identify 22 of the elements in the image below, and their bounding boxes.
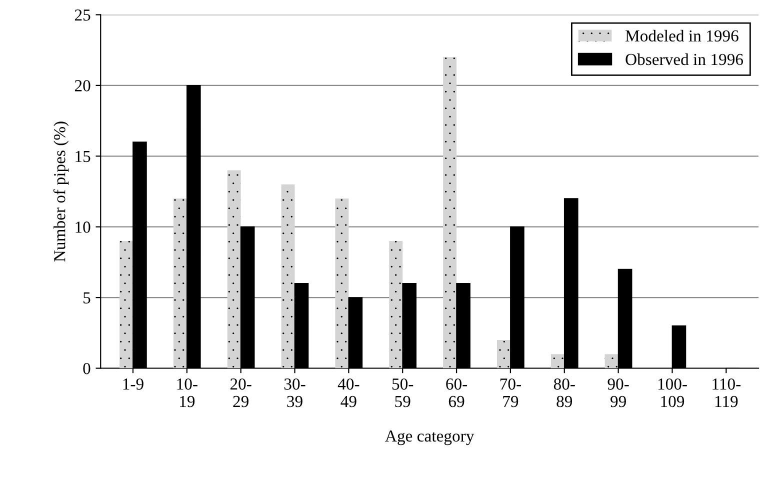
- y-tick-label: 15: [76, 150, 90, 162]
- y-tick-label: 0: [83, 362, 90, 374]
- legend-label: Observed in 1996: [626, 53, 744, 66]
- x-tick-label: 1-9: [123, 378, 144, 390]
- y-tick-label: 20: [74, 80, 90, 92]
- x-tick-label: 10- 19: [177, 378, 198, 408]
- x-tick-label: 50- 59: [392, 378, 414, 408]
- y-tick-label: 25: [74, 9, 90, 21]
- x-tick-label: 60- 69: [446, 378, 468, 408]
- x-tick-label: 20- 29: [230, 378, 252, 408]
- x-tick-label: 80- 89: [554, 378, 575, 408]
- y-tick-label: 5: [84, 292, 90, 304]
- y-axis-title: Number of pipes (%): [53, 122, 69, 262]
- x-tick-label: 40- 49: [338, 378, 360, 408]
- x-tick-label: 100- 109: [658, 378, 687, 408]
- legend-label: Modeled in 1996: [626, 30, 738, 42]
- x-tick-label: 30- 39: [284, 378, 306, 408]
- y-tick-label: 10: [76, 222, 90, 233]
- x-tick-label: 110- 119: [712, 378, 741, 408]
- x-tick-label: 90- 99: [608, 378, 629, 408]
- x-tick-label: 70- 79: [500, 378, 521, 408]
- x-axis-title: Age category: [385, 430, 474, 446]
